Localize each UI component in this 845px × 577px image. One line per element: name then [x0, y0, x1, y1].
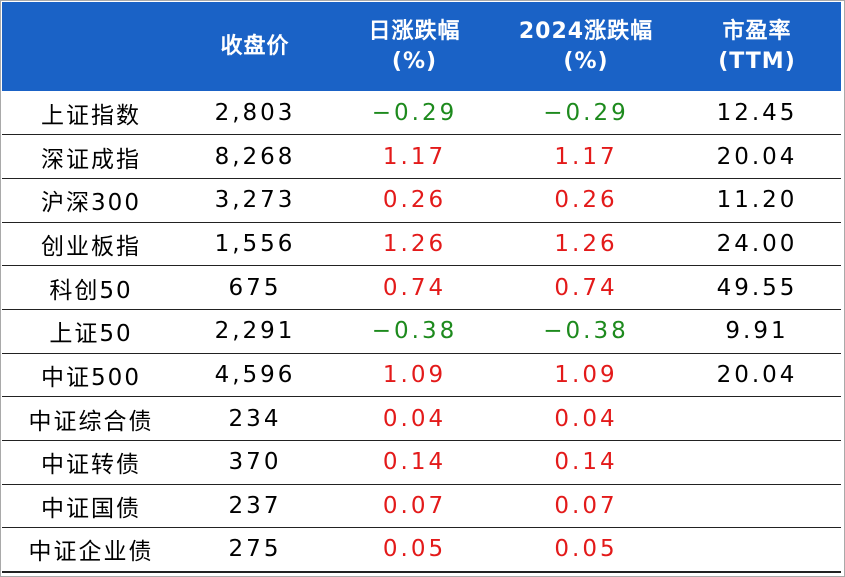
index-name-cell: 创业板指	[2, 222, 180, 267]
ytd-change-cell: 1.09	[499, 353, 673, 398]
ytd-change-cell: −0.29	[499, 91, 673, 136]
header-ytd-change: 2024涨跌幅 (%)	[499, 2, 673, 91]
table-body: 上证指数 2,803 −0.29 −0.29 12.45 深证成指 8,268 1.17 1.1…	[2, 91, 841, 573]
daily-change-cell: 0.05	[330, 527, 499, 573]
index-name-cell: 深证成指	[2, 134, 180, 179]
index-name-cell: 中证综合债	[2, 396, 180, 441]
daily-change-cell: −0.38	[330, 309, 499, 354]
header-pe-ratio: 市盈率 (TTM)	[673, 2, 841, 91]
index-name-cell: 上证指数	[2, 91, 180, 136]
ytd-change-cell: −0.38	[499, 309, 673, 354]
ytd-change-cell: 1.26	[499, 222, 673, 267]
table-row: 中证企业债 275 0.05 0.05	[2, 527, 841, 573]
close-price-cell: 234	[180, 396, 330, 441]
close-price-cell: 2,803	[180, 91, 330, 136]
header-ytd-change-label: 2024涨跌幅	[518, 18, 654, 44]
table-row: 深证成指 8,268 1.17 1.17 20.04	[2, 134, 841, 179]
index-name-cell: 中证国债	[2, 484, 180, 529]
header-pe-ratio-label: 市盈率	[722, 18, 792, 44]
index-name-cell: 科创50	[2, 265, 180, 310]
header-close-price: 收盘价	[220, 33, 290, 59]
index-name-cell: 中证企业债	[2, 527, 180, 573]
ytd-change-cell: 1.17	[499, 134, 673, 179]
table-row: 中证500 4,596 1.09 1.09 20.04	[2, 353, 841, 398]
ytd-change-cell: 0.14	[499, 440, 673, 485]
index-name-cell: 上证50	[2, 309, 180, 354]
close-price-cell: 3,273	[180, 178, 330, 223]
table-row: 中证转债 370 0.14 0.14	[2, 440, 841, 485]
close-price-cell: 1,556	[180, 222, 330, 267]
index-name-cell: 沪深300	[2, 178, 180, 223]
pe-ratio-cell: 20.04	[673, 134, 841, 179]
pe-ratio-cell: 9.91	[673, 309, 841, 354]
header-pe-ratio-unit: (TTM)	[718, 48, 796, 74]
close-price-cell: 237	[180, 484, 330, 529]
daily-change-cell: 0.26	[330, 178, 499, 223]
table-header: 收盘价 日涨跌幅 (%) 2024涨跌幅 (%) 市盈率 (TTM)	[2, 2, 841, 91]
pe-ratio-cell: 49.55	[673, 265, 841, 310]
daily-change-cell: −0.29	[330, 91, 499, 136]
pe-ratio-cell	[673, 484, 841, 529]
pe-ratio-cell: 24.00	[673, 222, 841, 267]
ytd-change-cell: 0.26	[499, 178, 673, 223]
pe-ratio-cell	[673, 396, 841, 441]
ytd-change-cell: 0.74	[499, 265, 673, 310]
header-daily-change-unit: (%)	[391, 48, 438, 74]
daily-change-cell: 0.07	[330, 484, 499, 529]
header-row: 收盘价 日涨跌幅 (%) 2024涨跌幅 (%) 市盈率 (TTM)	[2, 2, 841, 91]
header-ytd-change-unit: (%)	[563, 48, 609, 74]
pe-ratio-cell	[673, 527, 841, 573]
daily-change-cell: 0.14	[330, 440, 499, 485]
index-name-cell: 中证500	[2, 353, 180, 398]
table-row: 中证综合债 234 0.04 0.04	[2, 396, 841, 441]
daily-change-cell: 1.09	[330, 353, 499, 398]
close-price-cell: 2,291	[180, 309, 330, 354]
daily-change-cell: 0.04	[330, 396, 499, 441]
pe-ratio-cell	[673, 440, 841, 485]
close-price-cell: 4,596	[180, 353, 330, 398]
index-name-cell: 中证转债	[2, 440, 180, 485]
header-daily-change-label: 日涨跌幅	[368, 18, 461, 44]
close-price-cell: 370	[180, 440, 330, 485]
close-price-cell: 675	[180, 265, 330, 310]
daily-change-cell: 0.74	[330, 265, 499, 310]
daily-change-cell: 1.17	[330, 134, 499, 179]
pe-ratio-cell: 11.20	[673, 178, 841, 223]
close-price-cell: 275	[180, 527, 330, 573]
table-row: 上证50 2,291 −0.38 −0.38 9.91	[2, 309, 841, 354]
table-row: 上证指数 2,803 −0.29 −0.29 12.45	[2, 91, 841, 136]
header-index-name	[2, 2, 180, 91]
ytd-change-cell: 0.04	[499, 396, 673, 441]
header-daily-change: 日涨跌幅 (%)	[330, 2, 499, 91]
close-price-cell: 8,268	[180, 134, 330, 179]
table-row: 中证国债 237 0.07 0.07	[2, 484, 841, 529]
ytd-change-cell: 0.05	[499, 527, 673, 573]
pe-ratio-cell: 12.45	[673, 91, 841, 136]
table-row: 沪深300 3,273 0.26 0.26 11.20	[2, 178, 841, 223]
table-row: 创业板指 1,556 1.26 1.26 24.00	[2, 222, 841, 267]
daily-change-cell: 1.26	[330, 222, 499, 267]
table-row: 科创50 675 0.74 0.74 49.55	[2, 265, 841, 310]
ytd-change-cell: 0.07	[499, 484, 673, 529]
pe-ratio-cell: 20.04	[673, 353, 841, 398]
